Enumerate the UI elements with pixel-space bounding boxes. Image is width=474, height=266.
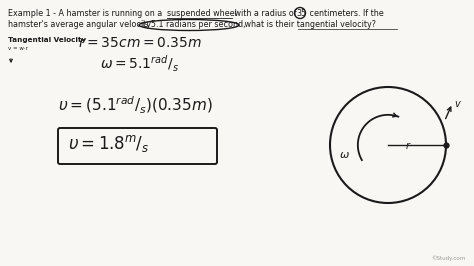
Text: r: r [406,141,410,151]
Text: ©Study.com: ©Study.com [432,255,466,261]
Text: is 5.1 radians per second,: is 5.1 radians per second, [142,20,246,29]
Text: suspended wheel: suspended wheel [167,9,237,18]
Text: $r=\mathit{35}cm=\mathit{0.35}m$: $r=\mathit{35}cm=\mathit{0.35}m$ [78,36,202,50]
Text: $\omega$: $\omega$ [339,150,349,160]
Text: $\omega=\mathit{5.1}^{rad}/_{s}$: $\omega=\mathit{5.1}^{rad}/_{s}$ [100,54,179,74]
Text: with a radius of: with a radius of [232,9,299,18]
Text: $\upsilon=\mathit{1.8}^{m}/_{s}$: $\upsilon=\mathit{1.8}^{m}/_{s}$ [68,133,150,154]
Text: hamster's average angular velocity: hamster's average angular velocity [8,20,154,29]
Text: centimeters. If the: centimeters. If the [307,9,384,18]
Text: Tangential Velocity: Tangential Velocity [8,37,86,43]
Text: $\upsilon=(\mathit{5.1}^{rad}/_{s})(\mathit{0.35}m)$: $\upsilon=(\mathit{5.1}^{rad}/_{s})(\mat… [58,95,213,116]
Text: v: v [455,99,460,109]
Text: Example 1 - A hamster is running on a: Example 1 - A hamster is running on a [8,9,165,18]
Text: v = w·r: v = w·r [8,46,28,51]
FancyBboxPatch shape [58,128,217,164]
Text: what is their tangential velocity?: what is their tangential velocity? [242,20,376,29]
Text: 35: 35 [296,9,306,18]
